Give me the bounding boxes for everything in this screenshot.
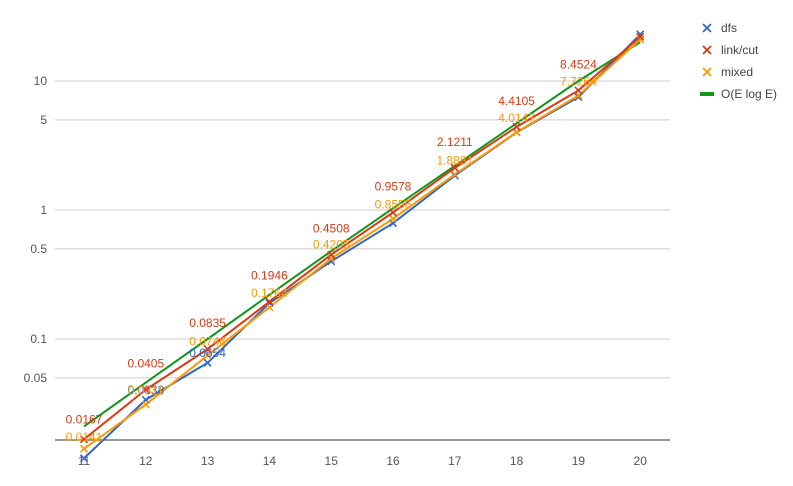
x-tick-label: 19 bbox=[572, 454, 586, 468]
y-tick-label: 10 bbox=[34, 74, 48, 88]
data-point-marker bbox=[636, 32, 645, 41]
x-tick-label: 17 bbox=[448, 454, 462, 468]
y-tick-label: 0.1 bbox=[30, 332, 47, 346]
data-label: 0.0654 bbox=[189, 346, 226, 360]
data-point-marker bbox=[79, 454, 89, 463]
data-point-marker bbox=[388, 208, 398, 217]
data-point-marker bbox=[450, 163, 459, 172]
data-point-marker bbox=[450, 171, 459, 180]
x-tick-label: 20 bbox=[634, 454, 648, 468]
data-label: 0.0311 bbox=[128, 383, 164, 397]
legend-label: link/cut bbox=[721, 43, 759, 57]
data-label: 2.1211 bbox=[437, 135, 473, 149]
data-label: 0.0167 bbox=[66, 412, 103, 426]
data-labels: 0.0338 0.0654 0.0167 0.0405 0.0835 0.1946 0.45… bbox=[66, 57, 597, 443]
y-tick-label: 5 bbox=[40, 113, 47, 127]
series-markers bbox=[79, 30, 645, 463]
data-label: 0.9578 bbox=[375, 179, 412, 193]
data-point-marker bbox=[327, 250, 336, 259]
data-point-marker bbox=[388, 214, 398, 223]
data-point-marker bbox=[327, 257, 336, 266]
data-point-marker bbox=[203, 358, 212, 367]
series-line-o-e-log-e- bbox=[83, 41, 641, 428]
data-point-marker bbox=[141, 400, 150, 409]
x-tick-label: 12 bbox=[139, 454, 153, 468]
data-label: 4.4105 bbox=[498, 94, 535, 108]
legend-line-icon bbox=[700, 92, 714, 96]
legend[interactable]: dfs link/cut mixed O(E log E) bbox=[700, 21, 777, 101]
data-point-marker bbox=[79, 444, 89, 453]
data-label: 0.1764 bbox=[251, 286, 288, 300]
y-tick-label: 1 bbox=[40, 203, 47, 217]
legend-item[interactable]: mixed bbox=[702, 65, 753, 79]
data-point-marker bbox=[574, 86, 583, 95]
data-point-marker bbox=[203, 345, 212, 354]
x-tick-label: 11 bbox=[78, 454, 91, 468]
data-label: 0.0835 bbox=[189, 316, 226, 330]
data-label: 0.0746 bbox=[189, 334, 226, 348]
data-point-marker bbox=[636, 35, 645, 44]
data-point-marker bbox=[574, 93, 583, 102]
data-point-marker bbox=[79, 435, 89, 444]
data-point-marker bbox=[265, 297, 274, 306]
y-tick-label: 0.05 bbox=[24, 371, 48, 385]
data-label: 0.4508 bbox=[313, 222, 350, 236]
legend-label: O(E log E) bbox=[721, 87, 777, 101]
data-point-marker bbox=[141, 385, 150, 394]
data-label: 1.8881 bbox=[436, 153, 473, 167]
data-point-marker bbox=[512, 122, 521, 131]
data-label: 4.0147 bbox=[498, 111, 535, 125]
x-tick-label: 18 bbox=[510, 454, 524, 468]
legend-item[interactable]: link/cut bbox=[702, 43, 759, 57]
data-label: 0.8556 bbox=[375, 198, 412, 212]
data-label: 0.0338 bbox=[127, 383, 164, 397]
gridlines bbox=[55, 80, 670, 441]
y-tick-label: 0.5 bbox=[30, 242, 47, 256]
data-point-marker bbox=[450, 170, 459, 179]
data-label: 0.1946 bbox=[251, 269, 288, 283]
x-tick-label: 14 bbox=[263, 454, 277, 468]
legend-item[interactable]: O(E log E) bbox=[700, 87, 777, 101]
data-label: 0.0141 bbox=[66, 430, 103, 444]
legend-marker-icon bbox=[702, 23, 712, 33]
data-label: 0.0405 bbox=[127, 357, 164, 371]
x-tick-label: 16 bbox=[386, 454, 400, 468]
legend-marker-icon bbox=[702, 45, 712, 55]
legend-item[interactable]: dfs bbox=[702, 21, 737, 35]
data-label: 8.4524 bbox=[560, 57, 597, 71]
legend-label: dfs bbox=[721, 21, 737, 35]
x-tick-label: 13 bbox=[201, 454, 215, 468]
legend-label: mixed bbox=[721, 65, 753, 79]
data-point-marker bbox=[203, 351, 212, 360]
series-line-mixed bbox=[83, 38, 641, 450]
data-label: 0.4205 bbox=[313, 238, 350, 252]
series-line-dfs bbox=[83, 33, 641, 459]
x-axis-tick-labels: 11 12 13 14 15 16 17 18 19 20 bbox=[78, 454, 647, 468]
series-lines bbox=[83, 33, 641, 459]
series-line-link-cut bbox=[83, 36, 641, 441]
x-tick-label: 15 bbox=[325, 454, 339, 468]
data-label: 7.7264 bbox=[560, 74, 597, 88]
legend-marker-icon bbox=[702, 67, 712, 77]
y-axis-tick-labels: 0.05 0.1 0.5 1 5 10 bbox=[24, 74, 48, 385]
